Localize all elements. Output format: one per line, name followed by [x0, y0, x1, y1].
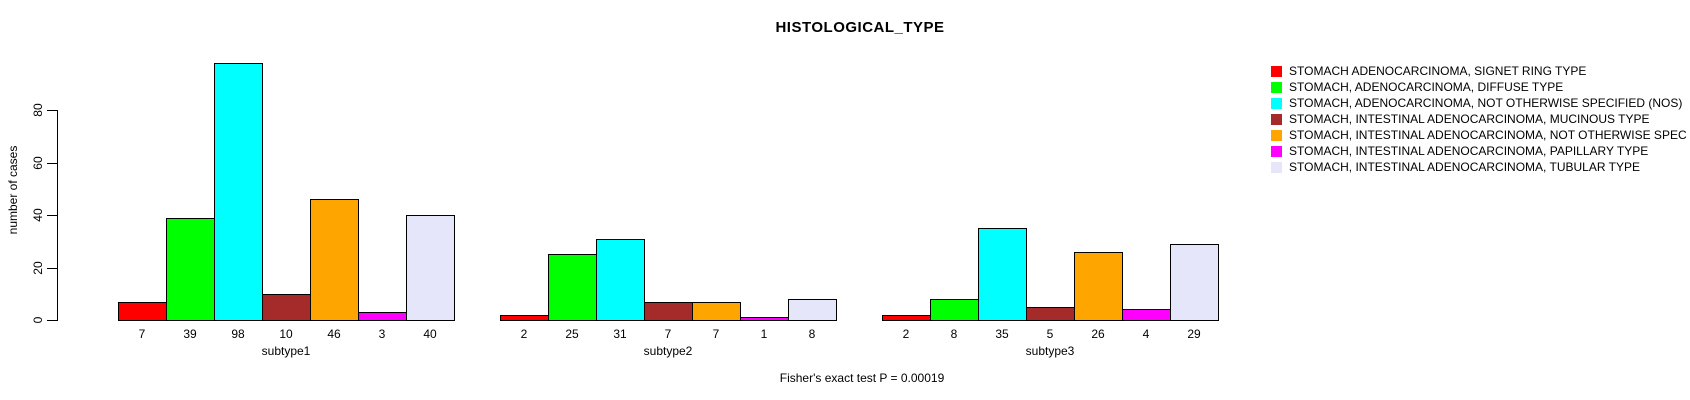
legend-color-swatch: [1271, 129, 1282, 141]
bar-value-label: 7: [664, 327, 672, 341]
legend-color-swatch: [1271, 81, 1282, 93]
legend-color-swatch: [1271, 113, 1282, 125]
y-tick-mark: [47, 215, 57, 216]
legend-label: STOMACH ADENOCARCINOMA, SIGNET RING TYPE: [1289, 64, 1587, 78]
legend-label: STOMACH, INTESTINAL ADENOCARCINOMA, PAPI…: [1289, 144, 1649, 158]
bar: [1026, 307, 1075, 321]
legend: STOMACH ADENOCARCINOMA, SIGNET RING TYPE…: [1271, 63, 1687, 175]
y-tick-label: 0: [31, 316, 45, 324]
bar: [596, 239, 645, 321]
x-axis-category-label: subtype3: [1025, 344, 1075, 358]
bar-value-label: 98: [231, 327, 245, 341]
bar-value-label: 5: [1046, 327, 1054, 341]
bar-value-label: 1: [760, 327, 768, 341]
bar-value-label: 31: [613, 327, 627, 341]
bar-value-label: 7: [138, 327, 146, 341]
legend-item: STOMACH, INTESTINAL ADENOCARCINOMA, MUCI…: [1271, 111, 1687, 127]
y-tick-label: 60: [31, 155, 45, 170]
y-tick-label: 80: [31, 103, 45, 117]
bar: [1170, 244, 1219, 321]
bar-value-label: 39: [183, 327, 197, 341]
legend-color-swatch: [1271, 161, 1282, 173]
bar-value-label: 8: [950, 327, 958, 341]
bar: [644, 302, 693, 321]
y-tick-mark: [47, 320, 57, 321]
bar-value-label: 26: [1091, 327, 1105, 341]
bar: [1074, 252, 1123, 321]
legend-color-swatch: [1271, 65, 1282, 77]
bar: [882, 315, 931, 321]
x-axis-category-label: subtype1: [261, 344, 311, 358]
legend-item: STOMACH, INTESTINAL ADENOCARCINOMA, NOT …: [1271, 127, 1687, 143]
bar: [500, 315, 549, 321]
bar: [406, 215, 455, 321]
bar: [788, 299, 837, 321]
legend-color-swatch: [1271, 145, 1282, 157]
bar-value-label: 2: [520, 327, 528, 341]
y-tick-label: 20: [31, 260, 45, 275]
chart-title: HISTOLOGICAL_TYPE: [775, 19, 945, 36]
y-axis-label: number of cases: [6, 145, 20, 235]
x-axis-category-label: subtype2: [643, 344, 693, 358]
bar-value-label: 4: [1142, 327, 1150, 341]
legend-label: STOMACH, INTESTINAL ADENOCARCINOMA, MUCI…: [1289, 112, 1650, 126]
bar: [310, 199, 359, 321]
bar: [740, 317, 789, 321]
bar: [358, 312, 407, 321]
bar-value-label: 25: [565, 327, 579, 341]
bar: [262, 294, 311, 321]
legend-item: STOMACH, INTESTINAL ADENOCARCINOMA, TUBU…: [1271, 159, 1687, 175]
y-tick-mark: [47, 110, 57, 111]
bar-value-label: 8: [808, 327, 816, 341]
legend-item: STOMACH, ADENOCARCINOMA, NOT OTHERWISE S…: [1271, 95, 1687, 111]
bar-value-label: 35: [995, 327, 1009, 341]
bar: [118, 302, 167, 321]
legend-item: STOMACH, INTESTINAL ADENOCARCINOMA, PAPI…: [1271, 143, 1687, 159]
legend-item: STOMACH ADENOCARCINOMA, SIGNET RING TYPE: [1271, 63, 1687, 79]
bar-value-label: 10: [279, 327, 293, 341]
y-axis-line: [57, 110, 58, 321]
bar-value-label: 29: [1187, 327, 1201, 341]
bar: [166, 218, 215, 321]
legend-item: STOMACH, ADENOCARCINOMA, DIFFUSE TYPE: [1271, 79, 1687, 95]
legend-label: STOMACH, INTESTINAL ADENOCARCINOMA, TUBU…: [1289, 160, 1640, 174]
y-tick-mark: [47, 162, 57, 164]
bar: [692, 302, 741, 321]
legend-color-swatch: [1271, 97, 1282, 109]
legend-label: STOMACH, ADENOCARCINOMA, NOT OTHERWISE S…: [1289, 96, 1683, 110]
legend-label: STOMACH, ADENOCARCINOMA, DIFFUSE TYPE: [1289, 80, 1564, 94]
y-tick-label: 40: [31, 208, 45, 222]
bar-value-label: 40: [423, 327, 437, 341]
bar-value-label: 46: [327, 327, 341, 341]
bar: [1122, 309, 1171, 321]
bar: [548, 254, 597, 321]
bar: [978, 228, 1027, 321]
bar-value-label: 7: [712, 327, 720, 341]
y-tick-mark: [47, 267, 57, 269]
bar: [214, 63, 263, 321]
bar-value-label: 2: [902, 327, 910, 341]
legend-label: STOMACH, INTESTINAL ADENOCARCINOMA, NOT …: [1289, 128, 1687, 142]
bar: [930, 299, 979, 321]
bar-value-label: 3: [378, 327, 386, 341]
fisher-test-note: Fisher's exact test P = 0.00019: [779, 371, 945, 385]
